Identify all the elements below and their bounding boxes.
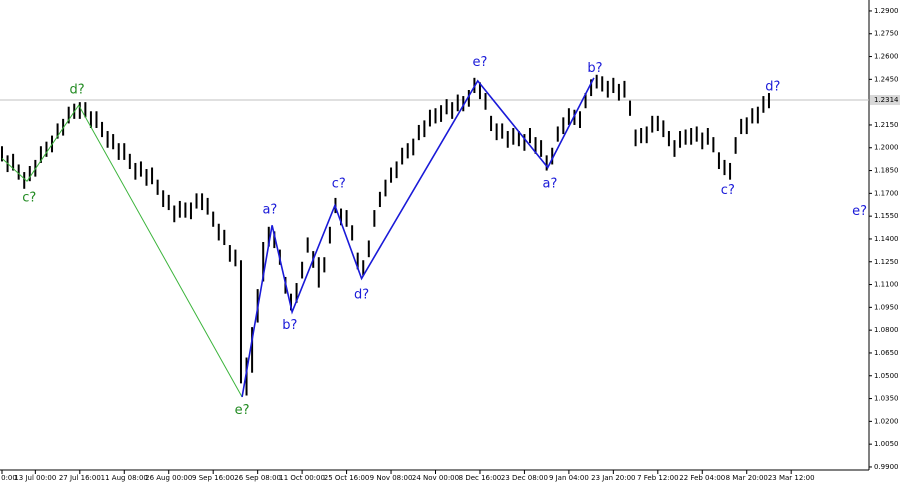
y-tick-label: 1.0050 <box>874 440 899 448</box>
wave-line <box>1 104 243 398</box>
wave-label: d? <box>69 82 84 97</box>
y-tick-label: 1.0350 <box>874 395 899 403</box>
x-tick-label: 7 Feb 12:00 <box>637 474 678 482</box>
y-tick-label: 0.9900 <box>874 463 899 471</box>
current-price-box <box>870 95 900 106</box>
wave-label: a? <box>543 177 558 192</box>
x-tick-label: 9 Nov 08:00 <box>370 474 413 482</box>
y-tick-label: 1.0800 <box>874 326 899 334</box>
x-tick-label: 23 Jan 20:00 <box>591 474 635 482</box>
y-tick-label: 1.1700 <box>874 189 899 197</box>
y-tick-label: 1.2450 <box>874 75 899 83</box>
y-tick-label: 1.1100 <box>874 281 899 289</box>
y-tick-label: 1.1550 <box>874 212 899 220</box>
x-tick-label: 25 Oct 16:00 <box>324 474 370 482</box>
y-tick-label: 1.1400 <box>874 235 899 243</box>
wave-label: d? <box>765 79 780 94</box>
y-tick-label: 1.2150 <box>874 121 899 129</box>
wave-label: a? <box>262 203 277 218</box>
wave-line <box>241 77 595 398</box>
x-tick-label: 22 Feb 04:00 <box>679 474 725 482</box>
x-tick-label: 24 Nov 00:00 <box>412 474 459 482</box>
y-tick-label: 1.1250 <box>874 258 899 266</box>
wave-label: e? <box>235 403 250 418</box>
y-tick-label: 1.0950 <box>874 303 899 311</box>
x-tick-label: 11 Aug 08:00 <box>101 474 148 482</box>
y-tick-label: 1.2900 <box>874 7 899 15</box>
y-tick-label: 1.2000 <box>874 144 899 152</box>
x-tick-label: 26 Aug 00:00 <box>145 474 192 482</box>
x-tick-label: 8 Mar 20:00 <box>726 474 768 482</box>
wave-label: e? <box>852 204 867 219</box>
x-tick-label: 13 Jul 00:00 <box>14 474 56 482</box>
wave-label: c? <box>721 183 735 198</box>
y-tick-label: 1.0200 <box>874 417 899 425</box>
wave-label: d? <box>354 288 369 303</box>
wave-label: c? <box>332 177 346 192</box>
x-tick-label: 26 Sep 08:00 <box>234 474 281 482</box>
x-tick-label: 9 Sep 16:00 <box>192 474 234 482</box>
wave-label: e? <box>473 55 488 70</box>
y-tick-label: 1.1850 <box>874 167 899 175</box>
x-tick-label: 23 Mar 12:00 <box>768 474 815 482</box>
y-tick-label: 1.0650 <box>874 349 899 357</box>
y-tick-label: 1.0500 <box>874 372 899 380</box>
y-tick-label: 1.2600 <box>874 53 899 61</box>
y-tick-label: 1.2750 <box>874 30 899 38</box>
x-tick-label: 23 Dec 08:00 <box>501 474 548 482</box>
wave-label: b? <box>282 318 297 333</box>
x-tick-label: 9 Jan 04:00 <box>549 474 589 482</box>
wave-label: c? <box>22 190 36 205</box>
x-tick-label: 27 Jul 16:00 <box>59 474 101 482</box>
x-tick-label: 11 Oct 00:00 <box>279 474 325 482</box>
wave-label: b? <box>587 61 602 76</box>
current-price-label: 1.2314 <box>874 96 899 104</box>
x-tick-label: 8 Dec 16:00 <box>459 474 502 482</box>
x-tick-label: 0:00 <box>1 474 17 482</box>
